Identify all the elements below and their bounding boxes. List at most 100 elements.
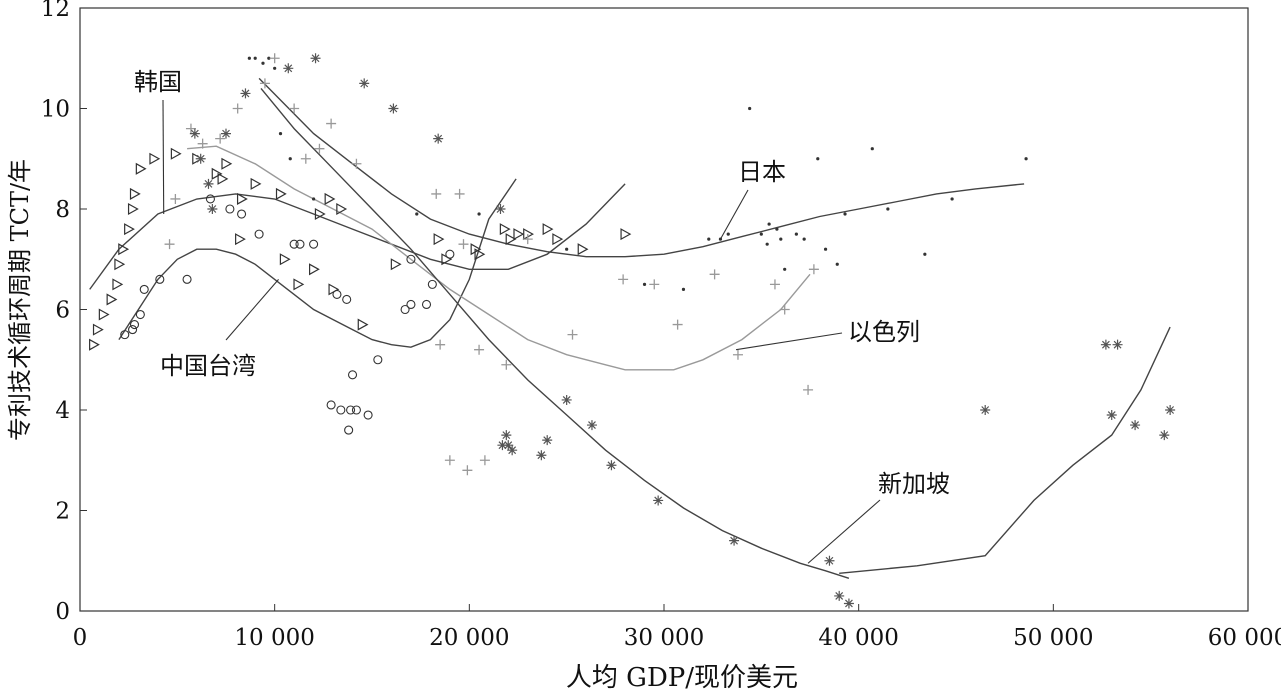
point-新加坡 bbox=[561, 394, 572, 405]
fit-line-新加坡 bbox=[839, 326, 1171, 574]
point-以色列 bbox=[462, 465, 473, 476]
point-日本 bbox=[767, 222, 771, 226]
point-日本 bbox=[816, 157, 820, 161]
y-axis: 0 2 4 6 8 10 12 bbox=[41, 0, 87, 625]
point-韩国 bbox=[470, 243, 482, 256]
point-中国台湾 bbox=[237, 209, 247, 219]
point-日本 bbox=[950, 197, 954, 201]
point-日本 bbox=[870, 147, 874, 151]
point-韩国 bbox=[357, 318, 369, 331]
annotation-leader-中国台湾 bbox=[225, 278, 279, 341]
annotation-日本: 日本 bbox=[738, 158, 786, 186]
point-以色列 bbox=[732, 349, 743, 360]
point-中国台湾 bbox=[344, 425, 354, 435]
point-新加坡 bbox=[653, 495, 664, 506]
point-以色列 bbox=[289, 103, 300, 114]
fit-line-日本 bbox=[258, 77, 1025, 258]
point-中国台湾 bbox=[332, 289, 342, 299]
point-韩国 bbox=[192, 152, 204, 165]
point-新加坡 bbox=[1165, 405, 1176, 415]
x-axis-label: 人均 GDP/现价美元 bbox=[566, 663, 798, 691]
x-tick-label: 10 000 bbox=[234, 625, 314, 651]
annotation-韩国: 韩国 bbox=[134, 68, 182, 96]
x-tick-label: 50 000 bbox=[1013, 625, 1093, 651]
point-中国台湾 bbox=[120, 330, 130, 340]
point-以色列 bbox=[170, 193, 181, 204]
point-新加坡 bbox=[310, 53, 321, 64]
point-韩国 bbox=[98, 308, 110, 321]
point-韩国 bbox=[293, 278, 305, 291]
point-日本 bbox=[273, 66, 277, 70]
point-中国台湾 bbox=[295, 239, 305, 249]
point-新加坡 bbox=[824, 555, 835, 566]
annotation-中国台湾: 中国台湾 bbox=[160, 352, 256, 380]
point-韩国 bbox=[106, 293, 118, 306]
point-日本 bbox=[1024, 157, 1028, 161]
point-中国台湾 bbox=[139, 284, 149, 294]
point-韩国 bbox=[127, 202, 139, 216]
point-新加坡 bbox=[503, 440, 514, 451]
point-以色列 bbox=[769, 279, 780, 290]
point-韩国 bbox=[235, 233, 246, 246]
point-中国台湾 bbox=[421, 299, 432, 310]
point-中国台湾 bbox=[129, 320, 140, 330]
y-tick-label: 0 bbox=[55, 599, 70, 625]
point-中国台湾 bbox=[400, 304, 410, 315]
point-以色列 bbox=[269, 53, 280, 64]
point-以色列 bbox=[522, 234, 533, 245]
point-新加坡 bbox=[283, 63, 294, 74]
annotation-leader-韩国 bbox=[162, 99, 165, 215]
point-以色列 bbox=[314, 143, 325, 154]
annotation-leader-以色列 bbox=[735, 332, 843, 351]
point-韩国 bbox=[250, 177, 262, 190]
point-新加坡 bbox=[542, 435, 553, 446]
point-韩国 bbox=[135, 162, 147, 175]
point-日本 bbox=[923, 252, 927, 256]
point-中国台湾 bbox=[373, 355, 383, 365]
point-以色列 bbox=[709, 269, 720, 280]
x-tick-label: 20 000 bbox=[429, 625, 509, 651]
point-中国台湾 bbox=[427, 279, 437, 289]
point-以色列 bbox=[232, 103, 243, 114]
point-韩国 bbox=[129, 187, 141, 200]
point-日本 bbox=[726, 232, 730, 236]
point-韩国 bbox=[236, 192, 248, 205]
point-日本 bbox=[886, 207, 890, 211]
point-中国台湾 bbox=[309, 239, 319, 249]
point-以色列 bbox=[567, 329, 578, 340]
point-韩国 bbox=[336, 202, 348, 216]
point-中国台湾 bbox=[351, 405, 361, 415]
fit-line-韩国 bbox=[89, 183, 626, 290]
point-新加坡 bbox=[536, 450, 547, 461]
point-中国台湾 bbox=[363, 410, 373, 420]
fit-line-中国台湾 bbox=[118, 178, 517, 348]
x-tick-label: 0 bbox=[73, 625, 88, 651]
point-中国台湾 bbox=[182, 274, 192, 284]
point-以色列 bbox=[326, 118, 337, 129]
point-韩国 bbox=[390, 258, 402, 271]
point-新加坡 bbox=[388, 103, 399, 114]
point-韩国 bbox=[433, 233, 445, 246]
point-新加坡 bbox=[433, 133, 444, 144]
point-新加坡 bbox=[843, 598, 854, 609]
x-tick-label: 40 000 bbox=[818, 625, 898, 651]
point-以色列 bbox=[808, 264, 819, 275]
point-新加坡 bbox=[203, 178, 214, 189]
point-日本 bbox=[312, 197, 316, 201]
y-tick-label: 4 bbox=[55, 398, 70, 424]
point-以色列 bbox=[259, 78, 270, 89]
point-以色列 bbox=[479, 455, 490, 466]
point-日本 bbox=[278, 132, 283, 136]
point-日本 bbox=[707, 237, 711, 241]
point-新加坡 bbox=[586, 420, 597, 431]
point-日本 bbox=[775, 227, 779, 231]
point-中国台湾 bbox=[205, 194, 215, 204]
point-日本 bbox=[681, 287, 686, 291]
point-韩国 bbox=[221, 157, 233, 170]
point-新加坡 bbox=[240, 88, 251, 99]
point-日本 bbox=[261, 61, 265, 65]
point-日本 bbox=[765, 242, 769, 246]
point-新加坡 bbox=[507, 445, 518, 456]
